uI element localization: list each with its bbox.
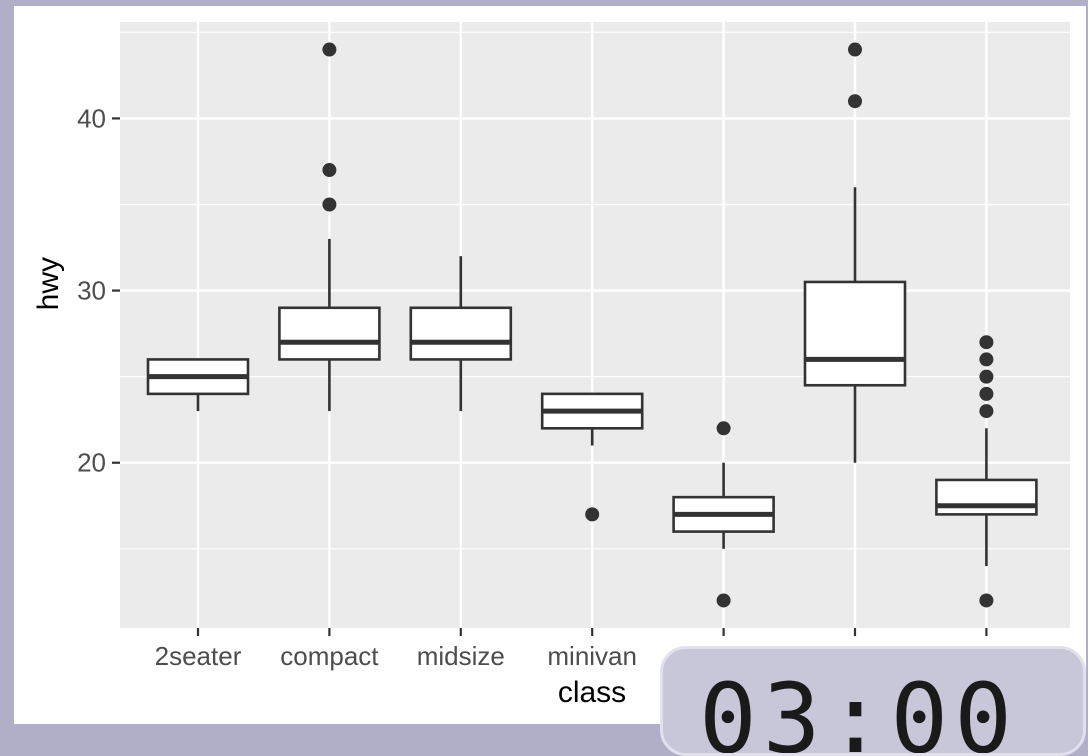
box-iqr [935, 478, 1038, 516]
axes-layer: 20 30 40 2seater compact midsize minivan [77, 103, 988, 671]
countdown-timer-overlay: 03:00 [660, 646, 1086, 756]
outlier-point [979, 335, 994, 350]
timer-text: 03:00 [699, 663, 1018, 756]
y-tick-label: 40 [77, 103, 106, 133]
chart-card: 20 30 40 2seater compact midsize minivan class… [14, 6, 1086, 724]
box-suv [935, 335, 1038, 608]
y-tick-label: 30 [77, 276, 106, 306]
outlier-point [322, 197, 337, 212]
outlier-point [979, 352, 994, 367]
x-tick-label: compact [280, 641, 379, 671]
plot-panel [120, 22, 1070, 628]
y-axis-title: hwy [32, 257, 65, 310]
box-pickup [672, 421, 775, 608]
x-tick-label: minivan [547, 641, 637, 671]
boxes-layer [146, 42, 1038, 608]
boxplot-chart: 20 30 40 2seater compact midsize minivan class… [32, 22, 1070, 709]
box-iqr [803, 280, 907, 387]
y-tick-label: 20 [77, 448, 106, 478]
x-axis-title: class [558, 676, 626, 709]
outlier-point [979, 593, 994, 608]
outlier-point [322, 42, 337, 57]
outlier-point [716, 421, 731, 436]
outlier-point [979, 386, 994, 401]
box-iqr [278, 306, 381, 361]
outlier-point [716, 593, 731, 608]
outlier-point [585, 507, 600, 522]
box-minivan [540, 392, 644, 522]
x-tick-label: midsize [417, 641, 505, 671]
outlier-point [848, 94, 862, 109]
outlier-point [979, 404, 994, 419]
outlier-point [848, 42, 862, 57]
outlier-point [979, 369, 994, 384]
box-midsize [409, 256, 513, 412]
outlier-point [322, 163, 337, 178]
box-iqr [409, 306, 513, 361]
box-subcompact [803, 42, 907, 463]
box-2seater [146, 358, 250, 412]
x-tick-label: 2seater [155, 641, 242, 671]
box-compact [278, 42, 381, 412]
